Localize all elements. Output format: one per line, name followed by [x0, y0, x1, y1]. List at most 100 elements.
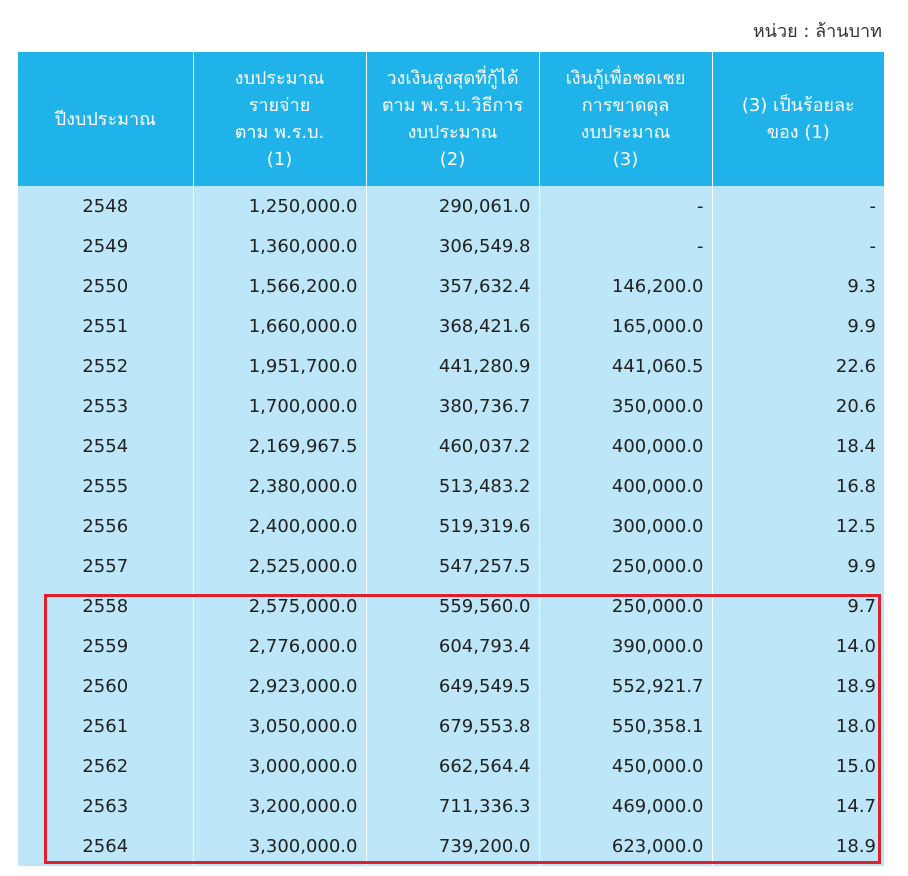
cell-deficit-loan: 450,000.0: [539, 746, 713, 786]
cell-max-borrowing: 649,549.5: [366, 666, 540, 706]
cell-budget: 1,700,000.0: [193, 386, 367, 426]
cell-max-borrowing: 559,560.0: [366, 586, 540, 626]
cell-deficit-loan: 165,000.0: [539, 306, 713, 346]
cell-percent: 20.6: [712, 386, 884, 426]
cell-deficit-loan: 550,358.1: [539, 706, 713, 746]
header-row: ปีงบประมาณ งบประมาณ รายจ่าย ตาม พ.ร.บ. (1) วง…: [18, 52, 884, 186]
cell-percent: 12.5: [712, 506, 884, 546]
header-line: เงินกู้เพื่อชดเชย: [565, 68, 686, 89]
table-header: ปีงบประมาณ งบประมาณ รายจ่าย ตาม พ.ร.บ. (1) วง…: [18, 52, 884, 186]
cell-percent: 14.7: [712, 786, 884, 826]
cell-year: 2555: [18, 466, 194, 506]
cell-deficit-loan: -: [539, 186, 713, 226]
header-deficit-loan: เงินกู้เพื่อชดเชย การขาดดุล งบประมาณ (3): [539, 52, 713, 186]
cell-budget: 3,300,000.0: [193, 826, 367, 866]
cell-percent: 18.9: [712, 666, 884, 706]
header-line: ของ (1): [766, 122, 830, 143]
header-line: งบประมาณ: [407, 122, 498, 143]
header-line: (2): [439, 149, 466, 170]
cell-budget: 2,575,000.0: [193, 586, 367, 626]
cell-year: 2549: [18, 226, 194, 266]
cell-budget: 1,951,700.0: [193, 346, 367, 386]
header-line: (3) เป็นร้อยละ: [741, 95, 855, 116]
budget-table: ปีงบประมาณ งบประมาณ รายจ่าย ตาม พ.ร.บ. (1) วง…: [18, 52, 884, 866]
cell-year: 2550: [18, 266, 194, 306]
cell-max-borrowing: 739,200.0: [366, 826, 540, 866]
cell-deficit-loan: 250,000.0: [539, 546, 713, 586]
cell-max-borrowing: 679,553.8: [366, 706, 540, 746]
table-row: 2549 1,360,000.0 306,549.8- -: [18, 226, 884, 266]
cell-year: 2552: [18, 346, 194, 386]
budget-table-container: ปีงบประมาณ งบประมาณ รายจ่าย ตาม พ.ร.บ. (1) วง…: [18, 52, 884, 866]
cell-deficit-loan: 146,200.0: [539, 266, 713, 306]
cell-max-borrowing: 357,632.4: [366, 266, 540, 306]
table-row: 2558 2,575,000.0 559,560.0 250,000.0 9.7: [18, 586, 884, 626]
cell-percent: 9.3: [712, 266, 884, 306]
cell-year: 2551: [18, 306, 194, 346]
cell-deficit-loan: 250,000.0: [539, 586, 713, 626]
cell-deficit-loan: 300,000.0: [539, 506, 713, 546]
table-row: 2561 3,050,000.0 679,553.8 550,358.1 18.0: [18, 706, 884, 746]
cell-percent: -: [712, 186, 884, 226]
cell-budget: 3,200,000.0: [193, 786, 367, 826]
cell-percent: -: [712, 226, 884, 266]
cell-budget: 1,660,000.0: [193, 306, 367, 346]
cell-budget: 2,400,000.0: [193, 506, 367, 546]
header-line: การขาดดุล: [581, 95, 670, 116]
header-line: (1): [266, 149, 293, 170]
cell-percent: 22.6: [712, 346, 884, 386]
cell-max-borrowing: 306,549.8: [366, 226, 540, 266]
cell-max-borrowing: 662,564.4: [366, 746, 540, 786]
cell-max-borrowing: 711,336.3: [366, 786, 540, 826]
header-line: ตาม พ.ร.บ.: [234, 122, 325, 143]
cell-max-borrowing: 604,793.4: [366, 626, 540, 666]
header-line: ตาม พ.ร.บ.วิธีการ: [381, 95, 524, 116]
cell-year: 2548: [18, 186, 194, 226]
table-row: 2554 2,169,967.5 460,037.2 400,000.0 18.4: [18, 426, 884, 466]
table-row: 2562 3,000,000.0 662,564.4 450,000.0 15.0: [18, 746, 884, 786]
table-row: 2555 2,380,000.0 513,483.2 400,000.0 16.8: [18, 466, 884, 506]
unit-note: หน่วย : ล้านบาท: [752, 21, 882, 42]
table-row: 2560 2,923,000.0 649,549.5 552,921.7 18.9: [18, 666, 884, 706]
cell-budget: 3,000,000.0: [193, 746, 367, 786]
cell-budget: 2,776,000.0: [193, 626, 367, 666]
cell-deficit-loan: 350,000.0: [539, 386, 713, 426]
cell-max-borrowing: 380,736.7: [366, 386, 540, 426]
table-body: 2548 1,250,000.0 290,061.0- -2549 1,360,000.…: [18, 186, 884, 866]
header-line: งบประมาณ: [234, 68, 325, 89]
cell-year: 2554: [18, 426, 194, 466]
header-budget-expenditure: งบประมาณรายจ่ายตาม พ.ร.บ. (1): [193, 52, 367, 186]
cell-percent: 18.4: [712, 426, 884, 466]
cell-budget: 2,923,000.0: [193, 666, 367, 706]
cell-budget: 1,566,200.0: [193, 266, 367, 306]
cell-deficit-loan: 469,000.0: [539, 786, 713, 826]
cell-max-borrowing: 460,037.2: [366, 426, 540, 466]
cell-deficit-loan: 552,921.7: [539, 666, 713, 706]
cell-year: 2557: [18, 546, 194, 586]
cell-max-borrowing: 441,280.9: [366, 346, 540, 386]
header-line: งบประมาณ: [580, 122, 671, 143]
cell-percent: 18.9: [712, 826, 884, 866]
cell-year: 2560: [18, 666, 194, 706]
cell-max-borrowing: 368,421.6: [366, 306, 540, 346]
cell-year: 2561: [18, 706, 194, 746]
header-percent-of-budget: (3) เป็นร้อยละของ (1): [712, 52, 884, 186]
cell-deficit-loan: 623,000.0: [539, 826, 713, 866]
cell-budget: 3,050,000.0: [193, 706, 367, 746]
cell-percent: 16.8: [712, 466, 884, 506]
cell-percent: 9.9: [712, 306, 884, 346]
cell-budget: 1,250,000.0: [193, 186, 367, 226]
header-line: รายจ่าย: [248, 95, 311, 116]
table-row: 2550 1,566,200.0 357,632.4 146,200.0 9.3: [18, 266, 884, 306]
cell-budget: 1,360,000.0: [193, 226, 367, 266]
cell-budget: 2,169,967.5: [193, 426, 367, 466]
table-row: 2557 2,525,000.0 547,257.5 250,000.0 9.9: [18, 546, 884, 586]
cell-percent: 15.0: [712, 746, 884, 786]
cell-year: 2559: [18, 626, 194, 666]
table-row: 2556 2,400,000.0 519,319.6 300,000.0 12.5: [18, 506, 884, 546]
cell-percent: 18.0: [712, 706, 884, 746]
cell-deficit-loan: 400,000.0: [539, 426, 713, 466]
cell-year: 2564: [18, 826, 194, 866]
cell-max-borrowing: 519,319.6: [366, 506, 540, 546]
cell-percent: 9.7: [712, 586, 884, 626]
